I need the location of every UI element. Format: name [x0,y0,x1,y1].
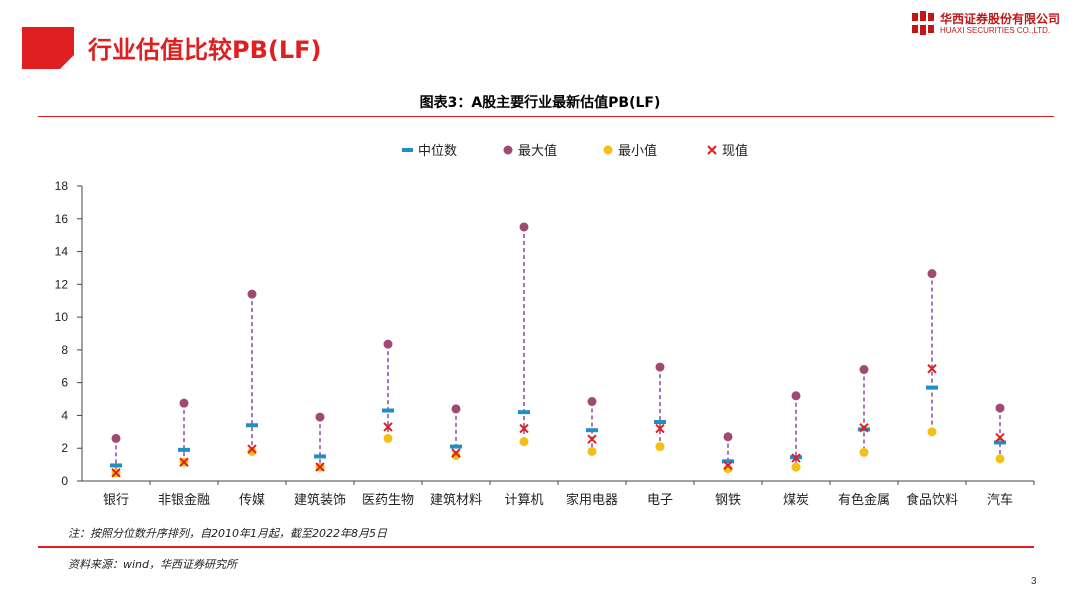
median-point [450,444,462,449]
x-tick-label: 非银金融 [158,492,210,508]
page-title: 行业估值比较PB(LF) [88,36,322,64]
y-tick-label: 0 [61,474,68,488]
legend-label-min: 最小值 [618,143,657,159]
current-point [247,444,257,454]
median-point [654,420,666,424]
x-tick-label: 钢铁 [715,493,741,508]
x-tick-label: 有色金属 [838,492,890,508]
min-point [519,437,529,447]
x-tick-label: 家用电器 [566,492,618,508]
min-point [927,427,937,437]
y-tick-label: 16 [55,212,69,226]
title-accent-block [22,27,74,69]
median-point [926,385,938,390]
current-point [995,432,1005,443]
chart-title: 图表3：A股主要行业最新估值PB(LF) [419,95,661,111]
max-point [315,412,325,422]
current-point [859,423,869,433]
legend-marker-min [603,145,613,155]
median-point [382,408,394,413]
median-point [518,410,530,415]
legend-label-max: 最大值 [518,143,557,159]
huaxi-logo-icon [912,11,934,35]
max-point [383,339,393,349]
y-tick-label: 6 [61,376,68,390]
min-point [247,447,257,456]
data-source: 资料来源：wind，华西证券研究所 [68,558,238,571]
max-point [111,433,121,443]
median-point [314,454,326,459]
legend-marker-max [503,145,513,155]
page-number: 3 [1031,576,1037,587]
x-tick-label: 传媒 [239,493,265,508]
max-point [451,404,461,414]
median-point [722,459,734,464]
logo-company-name-cn: 华西证券股份有限公司 [940,12,1061,26]
current-point [655,423,665,434]
current-point [587,434,597,444]
max-point [859,365,869,375]
max-point [791,391,801,401]
current-point [383,422,393,432]
y-tick-label: 14 [55,245,69,259]
min-point [859,447,869,457]
max-point [587,397,597,407]
current-point [519,423,529,434]
median-point [246,423,258,428]
footer-divider [38,546,1034,548]
y-tick-label: 12 [55,277,69,291]
median-point [994,440,1006,445]
current-point [927,364,937,374]
min-point [383,433,393,443]
current-point [111,468,121,478]
median-point [586,428,598,433]
min-point [995,454,1005,464]
max-point [927,269,937,279]
y-tick-label: 2 [61,441,68,455]
median-point [110,463,122,468]
y-tick-label: 4 [61,408,68,422]
max-point [655,362,665,372]
max-point [179,398,189,408]
min-point [451,451,461,461]
company-logo: 华西证券股份有限公司 HUAXI SECURITIES CO.,LTD. [912,10,1072,40]
x-tick-label: 医药生物 [362,493,414,508]
chart-title-divider [38,116,1054,117]
chart-note: 注：按照分位数升序排列，自2010年1月起，截至2022年8月5日 [68,527,387,540]
current-point [723,460,733,471]
x-tick-label: 计算机 [504,493,543,508]
x-tick-label: 食品饮料 [906,492,958,508]
legend-marker-current [707,145,717,155]
max-point [519,222,529,232]
max-point [247,289,257,299]
legend-marker-median [402,148,413,152]
min-point [587,447,597,456]
current-point [451,448,461,458]
y-tick-label: 18 [55,179,69,193]
y-tick-label: 10 [55,310,69,324]
x-tick-label: 建筑材料 [430,492,482,508]
y-tick-label: 8 [61,343,68,357]
x-tick-label: 电子 [647,493,673,508]
max-point [995,403,1005,413]
current-point [315,462,325,472]
current-point [791,453,801,463]
legend-label-median: 中位数 [418,144,457,159]
min-point [655,442,665,452]
median-point [178,447,190,452]
median-point [858,427,870,432]
current-point [179,457,189,467]
x-tick-label: 银行 [103,493,129,508]
legend-label-current: 现值 [722,143,748,159]
logo-company-name-en: HUAXI SECURITIES CO.,LTD. [940,26,1051,35]
max-point [723,432,733,442]
min-point [791,462,801,472]
x-tick-label: 建筑装饰 [294,492,346,508]
x-tick-label: 煤炭 [783,493,809,508]
x-tick-label: 汽车 [987,492,1013,508]
